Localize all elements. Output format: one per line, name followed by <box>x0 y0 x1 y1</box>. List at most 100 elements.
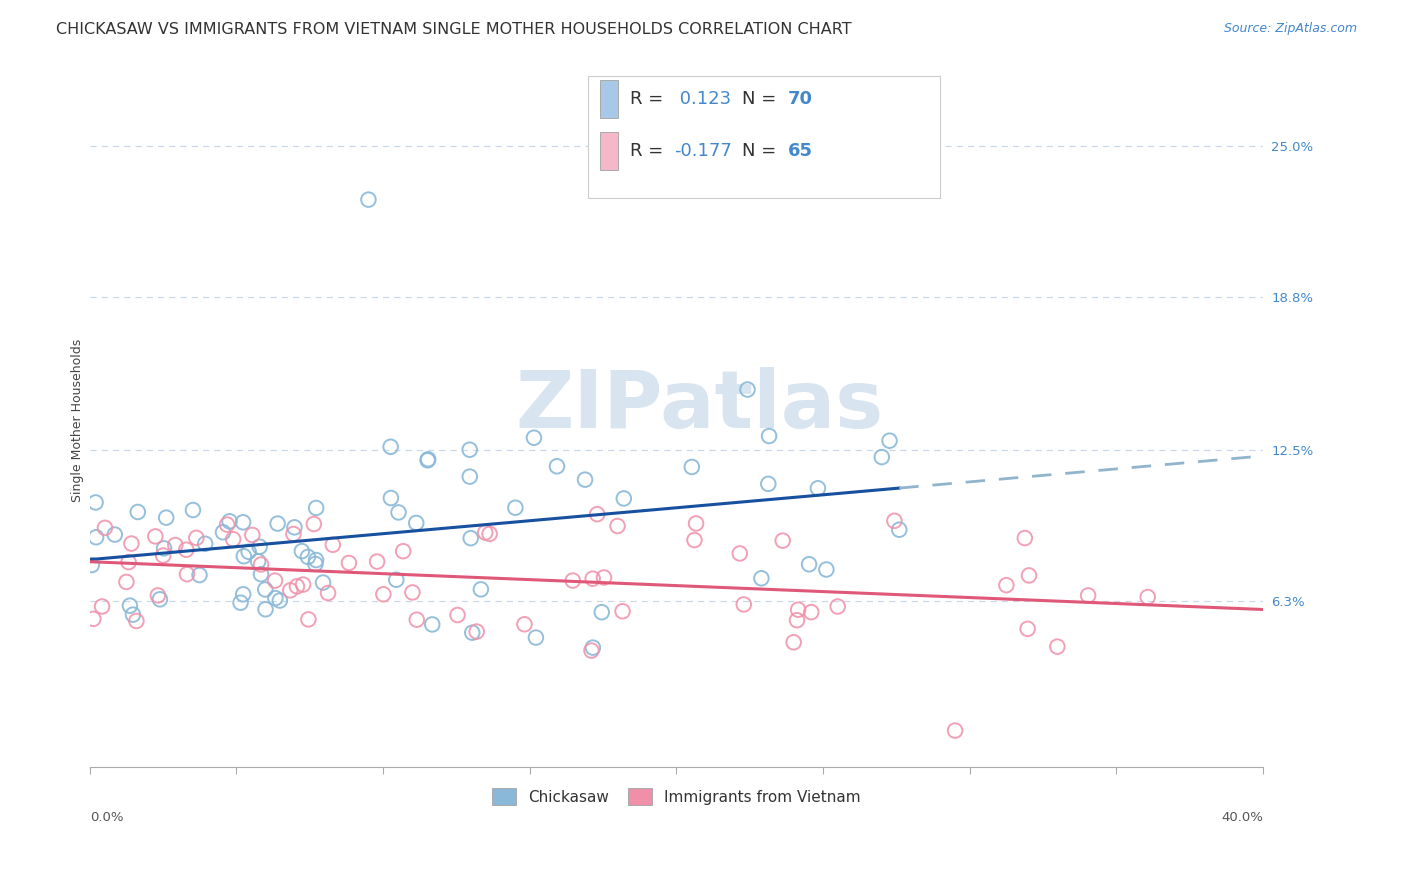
Point <box>283 520 305 534</box>
Point <box>758 429 780 443</box>
Point <box>524 631 547 645</box>
Point <box>127 505 149 519</box>
Point <box>815 562 838 576</box>
Point <box>264 591 287 606</box>
Point <box>681 459 703 474</box>
Point <box>254 582 277 597</box>
Point <box>94 521 117 535</box>
Point <box>247 554 270 568</box>
Point <box>366 555 388 569</box>
Legend: Chickasaw, Immigrants from Vietnam: Chickasaw, Immigrants from Vietnam <box>485 781 868 812</box>
Point <box>772 533 794 548</box>
Point <box>1136 590 1159 604</box>
Point <box>470 582 492 597</box>
Point <box>591 605 613 619</box>
Point <box>458 469 481 483</box>
Point <box>115 574 138 589</box>
Point <box>405 516 427 530</box>
Point <box>1014 531 1036 545</box>
Point <box>152 549 174 563</box>
Point <box>186 531 208 545</box>
Point <box>613 491 636 506</box>
Point <box>728 546 751 560</box>
Point <box>229 596 252 610</box>
Point <box>685 516 707 531</box>
Point <box>297 612 319 626</box>
Point <box>582 572 605 586</box>
Point <box>593 570 616 584</box>
Point <box>285 579 308 593</box>
Point <box>943 723 966 738</box>
Point <box>606 519 628 533</box>
Point <box>143 529 166 543</box>
Text: R =: R = <box>630 90 668 108</box>
Point <box>807 481 830 495</box>
Point <box>513 617 536 632</box>
Point <box>125 614 148 628</box>
Point <box>249 540 271 554</box>
Point <box>586 507 609 521</box>
Bar <box>600 79 617 118</box>
Point <box>1046 640 1069 654</box>
Text: Source: ZipAtlas.com: Source: ZipAtlas.com <box>1223 22 1357 36</box>
Point <box>176 567 198 582</box>
Point <box>174 542 197 557</box>
Point <box>787 603 810 617</box>
Point <box>460 531 482 545</box>
Point <box>188 568 211 582</box>
Point <box>91 599 114 614</box>
Point <box>995 578 1018 592</box>
Point <box>165 538 187 552</box>
Point <box>222 533 245 547</box>
Point <box>478 526 501 541</box>
Point <box>387 505 409 519</box>
Text: 0.0%: 0.0% <box>90 811 124 824</box>
Point <box>232 549 254 564</box>
Point <box>581 643 603 657</box>
Point <box>1077 588 1099 602</box>
Point <box>120 536 142 550</box>
Point <box>122 607 145 622</box>
Point <box>392 544 415 558</box>
Point <box>240 528 263 542</box>
Point <box>155 510 177 524</box>
Point <box>446 607 468 622</box>
Text: R =: R = <box>630 142 668 160</box>
Point <box>283 527 305 541</box>
Bar <box>600 132 617 169</box>
Point <box>416 453 439 467</box>
Point <box>291 544 314 558</box>
Point <box>756 476 779 491</box>
Point <box>250 567 273 582</box>
Point <box>118 599 141 613</box>
Point <box>582 640 605 655</box>
Point <box>827 599 849 614</box>
Point <box>312 575 335 590</box>
Point <box>149 592 172 607</box>
Point <box>254 602 277 616</box>
Point <box>380 440 402 454</box>
Point <box>523 431 546 445</box>
Text: -0.177: -0.177 <box>673 142 733 160</box>
Point <box>465 624 488 639</box>
Point <box>305 500 328 515</box>
Point <box>292 577 315 591</box>
Point <box>217 517 239 532</box>
Point <box>883 514 905 528</box>
Point <box>304 557 326 571</box>
Point <box>269 593 291 607</box>
Point <box>385 573 408 587</box>
Point <box>104 527 127 541</box>
Text: 65: 65 <box>787 142 813 160</box>
Point <box>418 452 440 467</box>
Text: 40.0%: 40.0% <box>1222 811 1263 824</box>
Point <box>786 613 808 627</box>
Point <box>297 549 319 564</box>
Point <box>250 558 273 572</box>
Point <box>232 587 254 601</box>
Point <box>218 514 240 528</box>
Point <box>357 193 380 207</box>
Point <box>146 588 169 602</box>
Point <box>737 383 759 397</box>
Y-axis label: Single Mother Households: Single Mother Households <box>72 338 84 501</box>
